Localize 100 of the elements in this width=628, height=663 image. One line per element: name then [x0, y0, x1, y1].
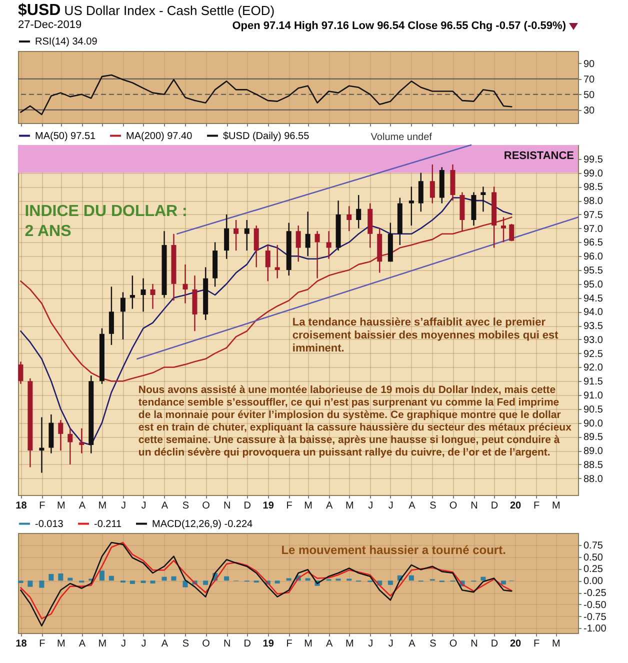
- bar: [48, 574, 54, 581]
- y-tick-label: 95.5: [584, 266, 604, 276]
- y-tick-label: 70: [584, 74, 596, 86]
- x-tick-label: F: [39, 500, 46, 512]
- y-tick-label: 0.00: [584, 576, 604, 588]
- y-tick-label: 90: [584, 58, 596, 70]
- y-tick-label: 90.5: [584, 404, 604, 416]
- candlestick: [244, 219, 250, 252]
- candlestick: [314, 230, 320, 279]
- y-tick-label: -1.00: [584, 624, 607, 635]
- candlestick: [501, 216, 506, 243]
- y-tick-label: 98.5: [584, 182, 604, 194]
- x-tick-label: F: [533, 638, 540, 650]
- y-tick-label: 91.5: [584, 376, 604, 388]
- candlestick: [480, 186, 486, 212]
- bar: [274, 580, 280, 584]
- bar: [130, 580, 135, 584]
- x-tick-label: J: [388, 638, 394, 650]
- bar: [203, 580, 208, 585]
- x-tick-label: A: [408, 638, 416, 650]
- x-tick-label: 20: [510, 638, 522, 650]
- candlestick: [150, 283, 156, 310]
- candlestick: [408, 186, 414, 226]
- candlestick: [182, 264, 188, 304]
- x-tick-label: M: [304, 500, 312, 512]
- bar: [99, 570, 104, 581]
- x-tick-label: J: [120, 500, 126, 512]
- x-tick-label: N: [470, 500, 478, 512]
- x-tick-label: D: [244, 638, 251, 650]
- x-tick-label: A: [78, 500, 86, 512]
- y-tick-label: -0.75: [584, 612, 607, 623]
- legend-label: $USD (Daily) 96.55: [223, 130, 310, 142]
- x-tick-label: M: [304, 638, 312, 650]
- x-tick-label: J: [120, 638, 126, 650]
- bar: [162, 576, 167, 581]
- x-tick-label: J: [141, 500, 146, 512]
- y-tick-label: 95.0: [584, 279, 604, 290]
- y-tick-label: 99.5: [584, 154, 604, 166]
- bar: [408, 575, 414, 581]
- x-tick-label: M: [552, 500, 560, 512]
- legend-label: MA(50) 97.51: [35, 130, 96, 142]
- x-tick-label: O: [449, 638, 458, 650]
- y-tick-label: 92.5: [584, 348, 604, 360]
- band-label: RESISTANCE: [504, 150, 574, 162]
- candlestick: [79, 428, 84, 454]
- x-tick-label: O: [202, 500, 210, 512]
- y-tick-label: 89.0: [584, 446, 604, 458]
- x-tick-label: M: [345, 638, 354, 650]
- x-tick-label: F: [286, 500, 292, 512]
- text: Volume undef: [370, 132, 432, 143]
- legend-label: -0.013: [35, 518, 64, 530]
- y-tick-label: -0.25: [584, 588, 607, 600]
- bar: [150, 580, 156, 584]
- candlestick: [58, 419, 64, 452]
- y-tick-label: -0.50: [584, 600, 607, 611]
- y-tick-label: 0.50: [584, 552, 604, 564]
- y-tick-label: 93.0: [584, 334, 604, 346]
- x-tick-label: J: [141, 638, 146, 650]
- x-tick-label: 18: [16, 638, 28, 650]
- x-tick-label: S: [430, 500, 437, 512]
- x-tick-label: N: [223, 638, 231, 650]
- y-tick-label: 89.5: [584, 432, 604, 444]
- x-tick-label: J: [368, 500, 374, 512]
- x-tick-label: M: [552, 638, 560, 650]
- candlestick: [296, 224, 301, 262]
- candlestick: [68, 428, 73, 466]
- bar: [171, 576, 176, 581]
- x-tick-label: A: [326, 500, 333, 512]
- candlestick: [509, 223, 514, 242]
- x-tick-label: 20: [510, 500, 522, 512]
- x-tick-label: 18: [16, 500, 28, 512]
- x-tick-label: M: [98, 638, 107, 650]
- line-series: [20, 74, 512, 116]
- candlestick: [120, 292, 126, 340]
- y-tick-label: 98.0: [584, 196, 604, 208]
- x-tick-label: F: [286, 638, 292, 650]
- x-tick-label: N: [470, 638, 478, 650]
- x-tick-label: D: [490, 638, 498, 650]
- y-tick-label: 91.0: [584, 390, 604, 402]
- bar: [39, 580, 44, 588]
- x-tick-label: J: [368, 638, 374, 650]
- chart-title: $USD US Dollar Index - Cash Settle (EOD): [17, 2, 276, 19]
- legend-label: -0.211: [94, 518, 122, 530]
- y-tick-label: 97.5: [584, 210, 604, 221]
- x-tick-label: A: [161, 500, 168, 512]
- y-tick-label: 88.5: [584, 460, 604, 471]
- legend-label: RSI(14) 34.09: [35, 36, 98, 48]
- x-tick-label: F: [533, 500, 540, 512]
- candlestick: [108, 286, 114, 346]
- x-tick-label: S: [182, 638, 190, 650]
- legend-label: MA(200) 97.40: [126, 130, 193, 142]
- bar: [182, 580, 188, 588]
- candlestick: [274, 244, 280, 279]
- annotation: Nous avons assisté à une montée laborieuse de 19 mois du Dollar Index, mais cette tendance semble s’essouffler, ce qui n’est pas surprenant vu comme la Fed imprime de la monnaie pour éviter l’implosion du système. Ce graphique montre que le dollar est en train de chuter, expliquant la cassure haussière du secteur des métaux précieux cette semaine. Une cassure à la baisse, après une hausse si longue, peut conduire à un déclin sévère qui provoquera un puissant rallye du cuivre, de l’or et de l’argent.: [138, 384, 572, 458]
- bar: [286, 578, 292, 581]
- candlestick: [224, 214, 230, 260]
- candlestick: [326, 230, 332, 260]
- y-tick-label: 99.0: [584, 168, 604, 180]
- candlestick: [254, 224, 259, 268]
- x-tick-label: A: [326, 638, 333, 650]
